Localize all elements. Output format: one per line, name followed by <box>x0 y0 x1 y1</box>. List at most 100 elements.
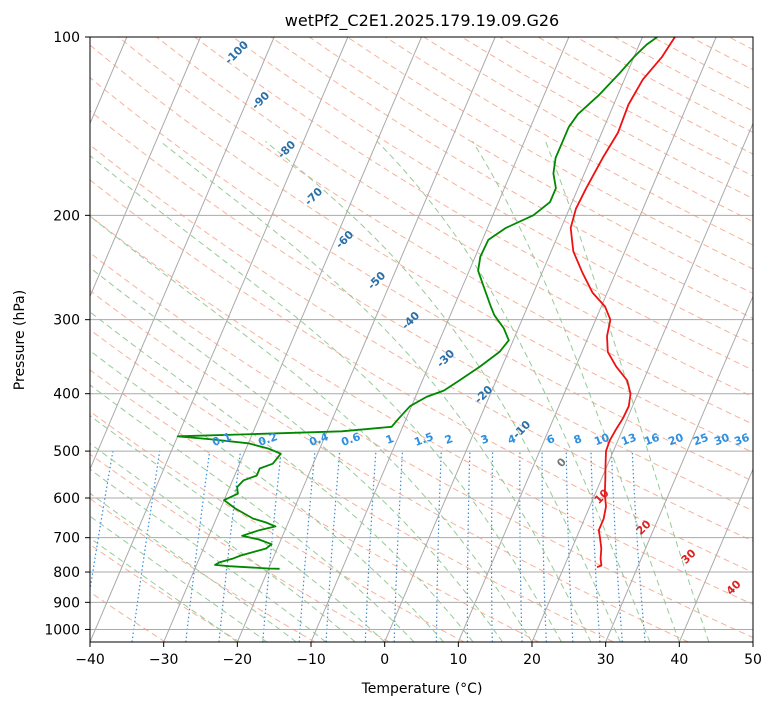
y-axis-label: Pressure (hPa) <box>12 290 28 390</box>
moist-adiabat-label: 40 <box>724 577 744 597</box>
x-tick-label: −30 <box>149 652 179 668</box>
dry-adiabat-line <box>690 37 753 71</box>
isotherm-gridline <box>90 37 349 642</box>
dry-adiabat-line <box>385 37 753 246</box>
dry-adiabat-line <box>90 410 465 642</box>
x-tick-label: −40 <box>75 652 105 668</box>
y-tick-label: 300 <box>53 313 80 329</box>
y-tick-label: 1000 <box>44 622 80 638</box>
y-tick-label: 200 <box>53 208 80 224</box>
mixing-ratio-label: 0.4 <box>307 430 330 449</box>
dry-adiabat-line <box>537 37 753 155</box>
moist-adiabat-line <box>90 215 533 642</box>
mixing-ratio-line <box>565 451 574 642</box>
mixing-ratio-line <box>364 451 377 642</box>
dry-adiabat-line <box>423 37 753 223</box>
grid-lines <box>90 37 753 642</box>
y-tick-label: 400 <box>53 387 80 403</box>
x-tick-label: 50 <box>744 652 762 668</box>
dry-adiabat-line <box>652 37 753 91</box>
mixing-ratio-line <box>185 451 211 642</box>
mixing-ratio-line <box>466 451 471 642</box>
y-tick-label: 600 <box>53 491 80 507</box>
x-axis-ticks: −40 −30 −20 −10 0 10 20 30 40 50 <box>75 642 762 668</box>
dry-adiabat-line <box>576 37 753 133</box>
dry-adiabat-line <box>767 37 775 642</box>
x-tick-label: −20 <box>223 652 253 668</box>
dry-adiabat-line <box>90 215 753 606</box>
isotherm-gridline <box>310 37 570 642</box>
mixing-ratio-line <box>490 451 494 642</box>
dry-adiabat-line <box>90 44 753 453</box>
x-tick-label: 30 <box>597 652 615 668</box>
dry-adiabat-line <box>90 498 315 642</box>
dry-adiabat-line <box>90 252 753 639</box>
mixing-ratio-label: 25 <box>691 431 710 448</box>
x-tick-label: 0 <box>380 652 389 668</box>
chart-title: wetPf2_C2E1.2025.179.19.09.G26 <box>285 11 559 31</box>
isotherm-gridline <box>752 640 753 642</box>
isotherm-gridline <box>457 37 717 642</box>
dry-adiabat-label: -30 <box>434 347 457 370</box>
mixing-ratio-label: 1.5 <box>412 430 435 449</box>
mixing-ratio-line <box>325 451 341 642</box>
dry-adiabat-line <box>90 77 753 482</box>
mixing-ratio-line <box>519 451 523 642</box>
dry-adiabat-label: -20 <box>472 383 495 406</box>
dry-adiabat-line <box>270 37 753 319</box>
moist-adiabat-line <box>90 537 238 642</box>
isotherm-gridline <box>90 37 275 471</box>
plot-frame <box>89 36 754 643</box>
y-tick-label: 900 <box>53 595 80 611</box>
isotherm-gridline <box>605 295 753 642</box>
dry-adiabat-line <box>232 37 753 345</box>
x-tick-label: 10 <box>449 652 467 668</box>
y-tick-label: 800 <box>53 565 80 581</box>
isotherm-gridline <box>90 37 201 298</box>
isotherm-gridline <box>163 37 422 642</box>
moist-adiabat-line <box>545 141 710 642</box>
mixing-ratio-label: 0.1 <box>210 430 233 449</box>
x-tick-label: 20 <box>523 652 541 668</box>
mixing-ratio-label: 0.2 <box>256 430 279 449</box>
y-tick-label: 100 <box>53 30 80 46</box>
mixing-ratio-label: 20 <box>666 431 685 449</box>
isotherm-gridline <box>236 37 496 642</box>
mixing-ratio-line <box>90 450 114 594</box>
y-tick-label: 500 <box>53 444 80 460</box>
dry-adiabat-line <box>156 37 753 398</box>
dry-adiabat-label: -50 <box>365 269 388 292</box>
mixing-ratio-label: 13 <box>619 431 638 448</box>
dry-adiabat-line <box>347 37 753 270</box>
moist-adiabat-label: 30 <box>679 546 699 566</box>
x-tick-label: 40 <box>670 652 688 668</box>
dry-adiabat-line <box>90 329 614 642</box>
dry-adiabat-label: -60 <box>333 228 356 251</box>
x-tick-label: −10 <box>296 652 326 668</box>
dry-adiabat-line <box>728 37 753 51</box>
dry-adiabats <box>90 37 775 642</box>
mixing-ratio-line <box>393 451 404 642</box>
isotherm-gridline <box>531 122 753 642</box>
dry-adiabat-label: -40 <box>399 309 422 332</box>
x-axis-label: Temperature (°C) <box>361 681 483 697</box>
dry-adiabat-label: -70 <box>302 185 325 208</box>
dry-adiabat-label: -80 <box>275 138 298 161</box>
mixing-ratio-label: 10 <box>592 431 611 449</box>
mixing-ratio-label: 30 <box>712 431 731 449</box>
mixing-ratio-label: 16 <box>642 431 661 449</box>
mixing-ratio-label: 8 <box>572 432 584 447</box>
dry-adiabat-line <box>90 110 753 512</box>
plot-area: -100-90-80-70-60-50-40-30-20-10010203040… <box>90 37 775 642</box>
dry-adiabat-label: -100 <box>222 38 251 67</box>
dry-adiabat-line <box>90 369 540 642</box>
dewpoint-line <box>176 37 658 570</box>
moist-adiabat-label: 20 <box>634 517 654 537</box>
mixing-ratio-label: 2 <box>443 432 455 447</box>
mixing-ratio-line <box>590 451 601 642</box>
mixing-ratio-lines <box>90 450 646 642</box>
mixing-ratio-line <box>218 451 242 642</box>
profile-series <box>176 37 676 570</box>
mixing-ratio-label: 36 <box>732 431 751 449</box>
